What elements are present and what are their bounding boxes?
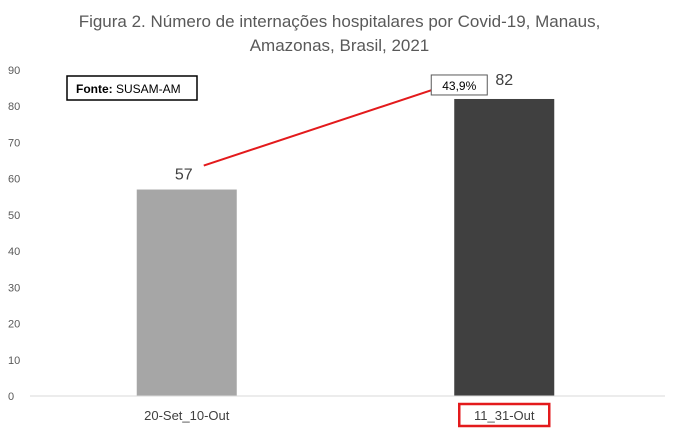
chart-title-line-1: Figura 2. Número de internações hospital… — [78, 12, 601, 31]
chart-title: Figura 2. Número de internações hospital… — [0, 10, 679, 58]
bar-20-Set_10-Out — [136, 189, 237, 396]
y-tick-label: 10 — [8, 355, 20, 367]
y-tick-label: 60 — [8, 174, 20, 186]
y-tick-label: 90 — [8, 65, 20, 77]
percent-text: 43,9% — [442, 79, 476, 93]
data-label: 57 — [175, 167, 193, 184]
y-tick-label: 80 — [8, 101, 20, 113]
data-label: 82 — [495, 72, 513, 89]
percent-box — [430, 74, 488, 96]
x-axis: 20-Set_10-Out 11_31-Out — [30, 395, 665, 428]
y-tick-label: 0 — [8, 391, 14, 403]
source-prefix: Fonte: — [76, 82, 113, 96]
y-tick-label: 40 — [8, 246, 20, 258]
y-tick-label: 70 — [8, 137, 20, 149]
bar-11_31-Out — [454, 98, 555, 396]
y-axis: 0 10 20 30 40 50 60 70 80 90 — [8, 65, 20, 403]
data-labels-group: 57 82 — [175, 72, 513, 184]
source-box: Fonte: SUSAM-AM — [66, 75, 198, 101]
growth-annotation: 43,9% — [203, 74, 488, 167]
y-tick-label: 20 — [8, 319, 20, 331]
chart-title-line-2: Amazonas, Brasil, 2021 — [249, 36, 430, 55]
bars-group — [136, 98, 555, 396]
source-box-frame — [66, 75, 198, 101]
growth-arrow — [203, 86, 443, 167]
x-tick-label: 11_31-Out — [474, 408, 535, 423]
y-tick-label: 30 — [8, 282, 20, 294]
source-text: Fonte: SUSAM-AM — [76, 82, 181, 96]
y-tick-label: 50 — [8, 210, 20, 222]
source-value: SUSAM-AM — [116, 82, 181, 96]
x-tick-label: 20-Set_10-Out — [144, 408, 230, 423]
highlight-box — [458, 402, 551, 428]
